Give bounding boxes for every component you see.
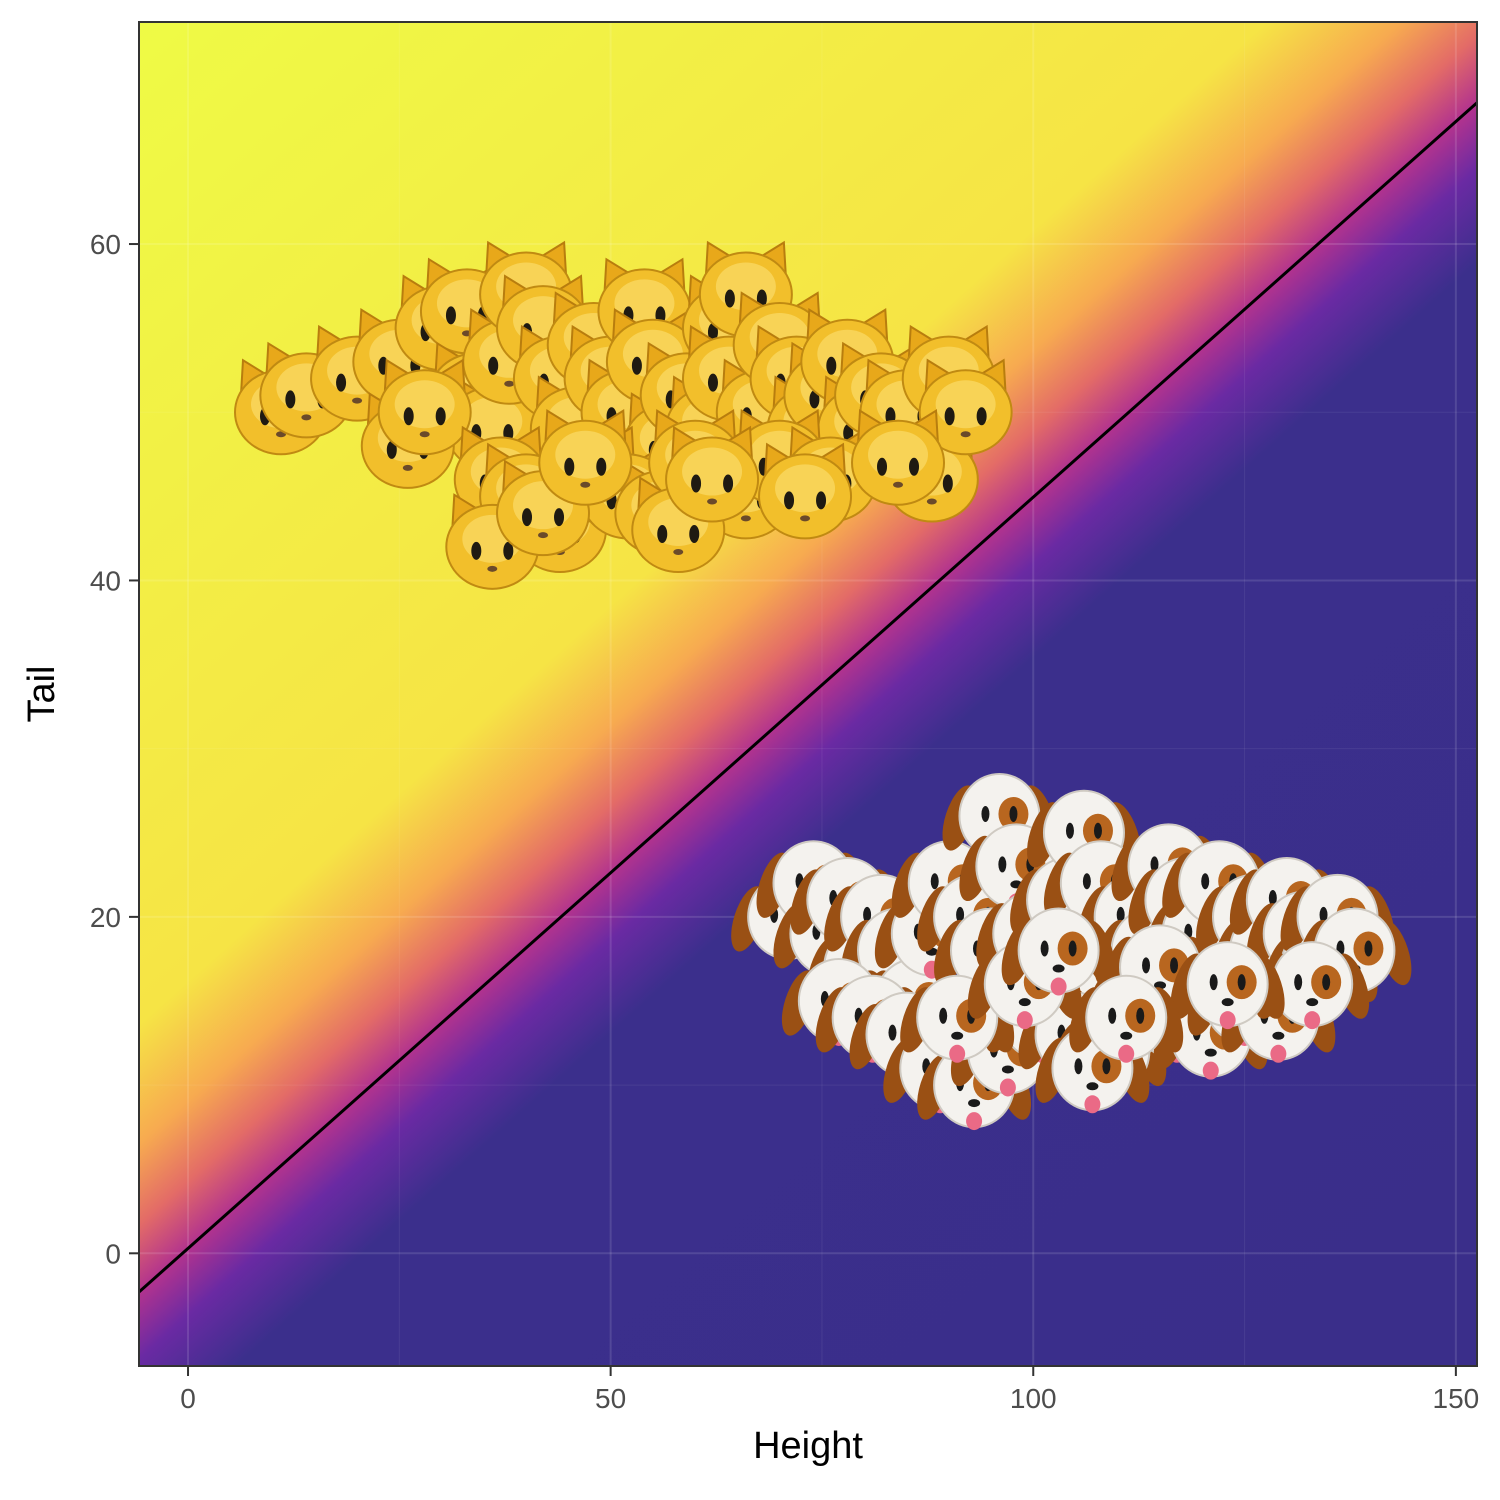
cat-face-icon — [851, 408, 946, 506]
y-tick-label: 20 — [90, 902, 121, 933]
x-tick-label: 100 — [1010, 1383, 1057, 1414]
dog-face-icon — [1069, 974, 1184, 1063]
x-axis-title: Height — [753, 1425, 863, 1467]
cat-face-icon — [538, 408, 633, 506]
dog-face-icon — [1170, 941, 1285, 1030]
x-tick-label: 50 — [595, 1383, 626, 1414]
x-tick-label: 150 — [1433, 1383, 1480, 1414]
y-axis: 0 20 40 60 — [90, 229, 139, 1269]
cat-face-icon — [918, 358, 1013, 456]
y-tick-label: 0 — [105, 1238, 121, 1269]
y-tick-label: 40 — [90, 565, 121, 596]
dog-face-icon — [1001, 907, 1116, 996]
panel-border — [138, 21, 1478, 1367]
y-tick-label: 60 — [90, 229, 121, 260]
x-tick-label: 0 — [180, 1383, 196, 1414]
probability-background — [139, 22, 1477, 1366]
cat-face-icon — [758, 442, 853, 540]
cat-face-icon — [665, 425, 760, 523]
y-axis-title: Tail — [21, 665, 63, 722]
plot-panel — [139, 22, 1477, 1366]
x-axis: 0 50 100 150 — [180, 1366, 1479, 1414]
data-points — [233, 240, 1412, 1131]
cat-face-icon — [377, 358, 472, 456]
decision-boundary-line — [139, 101, 1477, 1294]
